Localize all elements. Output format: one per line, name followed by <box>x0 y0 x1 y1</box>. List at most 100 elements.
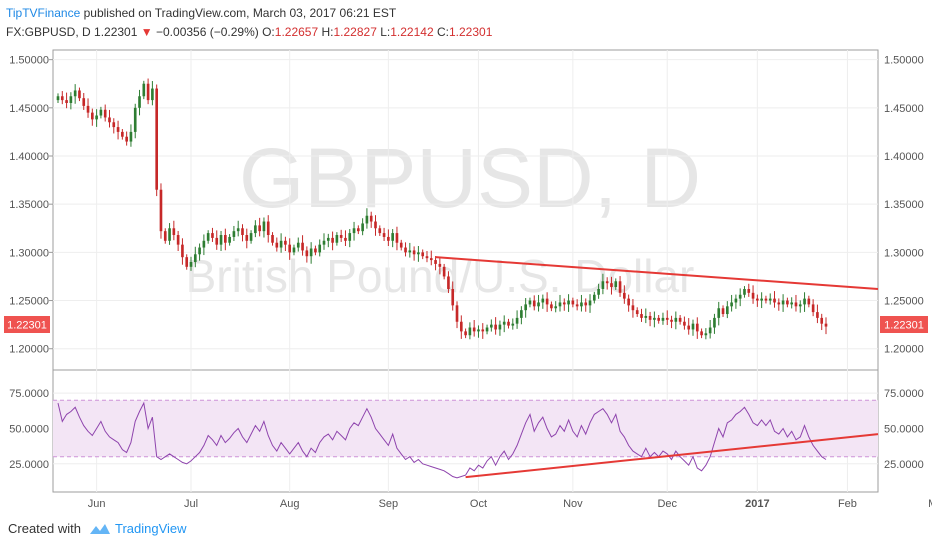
candle-body <box>65 100 68 103</box>
rsi-band <box>53 400 878 457</box>
candle-body <box>86 105 90 113</box>
candle-body <box>129 131 133 142</box>
candle-body <box>528 300 532 305</box>
created-with-label: Created with <box>8 521 81 536</box>
candle-body <box>326 237 330 241</box>
down-arrow-icon: ▼ <box>140 25 153 39</box>
rsi-axis-label-right: 25.0000 <box>884 459 924 471</box>
candle-body <box>322 240 326 245</box>
candle-body <box>777 302 781 305</box>
candle-body <box>155 88 159 190</box>
candle-body <box>824 323 828 327</box>
high-label: H: <box>321 25 334 39</box>
price-axis-label-left: 1.50000 <box>9 55 49 67</box>
candle-body <box>743 288 746 295</box>
candle-body <box>760 298 763 301</box>
price-resistance-trendline[interactable] <box>435 256 879 290</box>
time-axis-label: Mar <box>928 498 932 510</box>
candle-body <box>592 294 596 301</box>
candle-body <box>365 215 369 224</box>
candle-body <box>661 317 665 321</box>
change-value: −0.00356 (−0.29%) <box>156 25 259 39</box>
candle-body <box>580 302 583 307</box>
candle-body <box>249 233 253 241</box>
price-badge-right: 1.22301 <box>880 316 928 333</box>
candle-body <box>241 228 244 236</box>
time-axis-label: Oct <box>470 498 487 510</box>
tradingview-logo-icon <box>89 523 110 534</box>
rsi-axis-label-left: 75.0000 <box>9 388 49 400</box>
candle-body <box>537 302 540 307</box>
candle-body <box>206 233 210 241</box>
candle-body <box>550 304 553 309</box>
candle-body <box>211 233 214 238</box>
candle-body <box>172 228 176 236</box>
candle-body <box>296 242 300 248</box>
price-axis-label-right: 1.30000 <box>884 247 924 259</box>
candle-body <box>730 302 733 307</box>
candle-body <box>288 244 292 253</box>
watermark-symbol: GBPUSD, D <box>239 131 701 225</box>
candle-body <box>314 248 317 253</box>
time-axis-label: Dec <box>657 498 677 510</box>
candle-body <box>790 302 793 305</box>
candle-body <box>464 331 467 336</box>
candle-body <box>408 250 412 253</box>
tradingview-link[interactable]: TradingView <box>114 521 187 536</box>
candle-body <box>339 235 343 238</box>
rsi-axis-label-left: 25.0000 <box>9 459 49 471</box>
price-axis-label-left: 1.20000 <box>9 344 49 356</box>
candle-body <box>103 109 107 118</box>
candle-body <box>747 288 751 293</box>
candle-body <box>429 258 433 261</box>
candle-body <box>447 276 450 289</box>
candle-body <box>348 233 352 241</box>
candle-body <box>357 228 360 232</box>
candle-body <box>670 319 673 322</box>
candle-body <box>610 283 613 288</box>
price-badge-left: 1.22301 <box>4 316 50 333</box>
candle-body <box>189 262 193 267</box>
candle-body <box>168 228 171 241</box>
symbol-label: FX:GBPUSD, D <box>6 25 91 39</box>
candle-body <box>794 302 798 307</box>
candle-body <box>687 325 691 330</box>
candle-body <box>352 228 356 234</box>
candle-body <box>644 315 648 318</box>
candle-body <box>468 327 472 336</box>
candle-body <box>262 221 266 232</box>
publisher-link[interactable]: TipTVFinance <box>6 6 81 20</box>
candle-body <box>575 304 579 307</box>
candle-body <box>387 236 390 241</box>
time-axis-label: Jun <box>88 498 106 510</box>
candle-body <box>773 298 776 303</box>
open-label: O: <box>262 25 275 39</box>
publish-line: TipTVFinance published on TradingView.co… <box>6 6 396 20</box>
candle-body <box>683 321 686 326</box>
candle-body <box>151 88 154 101</box>
candle-body <box>271 235 274 243</box>
chart-area[interactable]: GBPUSD, D British Pound/U.S. Dollar 1.50… <box>0 0 932 512</box>
candle-body <box>811 304 815 313</box>
candle-body <box>614 281 618 288</box>
candle-body <box>713 317 716 328</box>
price-axis-label-left: 1.25000 <box>9 296 49 308</box>
candle-body <box>601 281 605 289</box>
candle-body <box>254 225 257 234</box>
candle-body <box>245 235 249 241</box>
time-axis-label: Sep <box>379 498 399 510</box>
candle-body <box>193 254 197 262</box>
candle-body <box>691 323 695 330</box>
rsi-axis-label-left: 50.0000 <box>9 423 49 435</box>
candle-body <box>142 83 146 97</box>
candle-body <box>258 225 261 232</box>
candle-body <box>60 96 64 101</box>
candle-body <box>648 315 652 320</box>
candle-body <box>163 231 167 241</box>
candle-body <box>133 107 137 132</box>
candle-body <box>108 117 111 123</box>
candle-body <box>284 240 287 245</box>
price-axis-label-right: 1.40000 <box>884 151 924 163</box>
rsi-support-trendline[interactable] <box>465 433 879 479</box>
candle-body <box>657 317 660 321</box>
